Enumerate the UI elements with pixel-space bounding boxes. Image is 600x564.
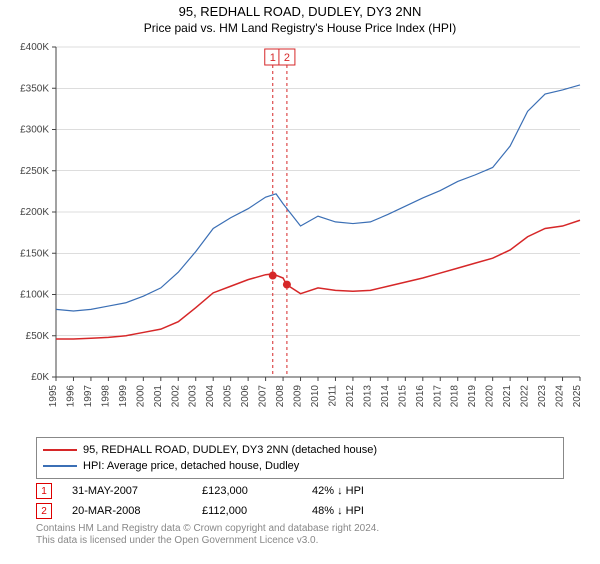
svg-text:2020: 2020 <box>485 385 496 408</box>
svg-text:£200K: £200K <box>20 207 49 218</box>
svg-text:£300K: £300K <box>20 125 49 136</box>
svg-text:£350K: £350K <box>20 83 49 94</box>
sale-price-1: £123,000 <box>202 485 292 497</box>
sale-marker-2: 2 <box>36 503 52 519</box>
sale-date-1: 31-MAY-2007 <box>72 485 182 497</box>
sale-diff-1: 42% ↓ HPI <box>312 485 364 497</box>
svg-text:1996: 1996 <box>65 385 76 408</box>
svg-text:2010: 2010 <box>310 385 321 408</box>
svg-text:2001: 2001 <box>153 385 164 408</box>
svg-text:2023: 2023 <box>537 385 548 408</box>
chart-subtitle: Price paid vs. HM Land Registry's House … <box>0 21 600 35</box>
svg-text:2019: 2019 <box>467 385 478 408</box>
legend-swatch-2 <box>43 465 77 467</box>
svg-text:£150K: £150K <box>20 248 49 259</box>
svg-text:1998: 1998 <box>100 385 111 408</box>
svg-text:2016: 2016 <box>415 385 426 408</box>
svg-text:2008: 2008 <box>275 385 286 408</box>
svg-text:1997: 1997 <box>83 385 94 408</box>
svg-text:2012: 2012 <box>345 385 356 408</box>
chart-svg: £0K £50K £100K £150K £200K £250K £300K £350K £40… <box>0 41 600 431</box>
svg-text:£400K: £400K <box>20 42 49 53</box>
svg-text:1995: 1995 <box>48 385 59 408</box>
svg-text:2025: 2025 <box>572 385 583 408</box>
legend-label-1: 95, REDHALL ROAD, DUDLEY, DY3 2NN (detac… <box>83 442 377 458</box>
svg-text:2014: 2014 <box>380 385 391 408</box>
svg-text:2003: 2003 <box>188 385 199 408</box>
svg-text:£250K: £250K <box>20 166 49 177</box>
sale-row-1: 1 31-MAY-2007 £123,000 42% ↓ HPI <box>36 483 564 499</box>
svg-text:2022: 2022 <box>520 385 531 408</box>
chart-title: 95, REDHALL ROAD, DUDLEY, DY3 2NN <box>0 4 600 19</box>
legend-swatch-1 <box>43 449 77 451</box>
svg-text:2004: 2004 <box>205 385 216 408</box>
legend-box: 95, REDHALL ROAD, DUDLEY, DY3 2NN (detac… <box>36 437 564 479</box>
legend-label-2: HPI: Average price, detached house, Dudl… <box>83 458 299 474</box>
svg-text:2011: 2011 <box>327 385 338 407</box>
legend-item-2: HPI: Average price, detached house, Dudl… <box>43 458 557 474</box>
sale-row-2: 2 20-MAR-2008 £112,000 48% ↓ HPI <box>36 503 564 519</box>
svg-text:2015: 2015 <box>397 385 408 408</box>
svg-text:2017: 2017 <box>432 385 443 408</box>
footer-line-1: Contains HM Land Registry data © Crown c… <box>36 523 564 535</box>
sale-diff-2: 48% ↓ HPI <box>312 505 364 517</box>
svg-text:£0K: £0K <box>31 372 49 383</box>
footer-line-2: This data is licensed under the Open Gov… <box>36 535 564 547</box>
sale-marker-1: 1 <box>36 483 52 499</box>
svg-text:2002: 2002 <box>170 385 181 408</box>
svg-text:£50K: £50K <box>26 331 50 342</box>
svg-text:2005: 2005 <box>223 385 234 408</box>
svg-text:2: 2 <box>284 52 290 64</box>
svg-text:1: 1 <box>270 52 276 64</box>
legend-item-1: 95, REDHALL ROAD, DUDLEY, DY3 2NN (detac… <box>43 442 557 458</box>
sale-date-2: 20-MAR-2008 <box>72 505 182 517</box>
svg-text:2021: 2021 <box>502 385 513 408</box>
svg-text:2024: 2024 <box>555 385 566 408</box>
sales-table: 1 31-MAY-2007 £123,000 42% ↓ HPI 2 20-MA… <box>36 483 564 519</box>
svg-text:1999: 1999 <box>118 385 129 408</box>
footer-text: Contains HM Land Registry data © Crown c… <box>36 523 564 547</box>
chart-area: £0K £50K £100K £150K £200K £250K £300K £350K £40… <box>0 41 600 431</box>
svg-text:2009: 2009 <box>293 385 304 408</box>
sale-price-2: £112,000 <box>202 505 292 517</box>
svg-text:£100K: £100K <box>20 290 49 301</box>
svg-text:2000: 2000 <box>135 385 146 408</box>
svg-text:2013: 2013 <box>362 385 373 408</box>
svg-text:2006: 2006 <box>240 385 251 408</box>
svg-text:2007: 2007 <box>258 385 269 408</box>
svg-text:2018: 2018 <box>450 385 461 408</box>
